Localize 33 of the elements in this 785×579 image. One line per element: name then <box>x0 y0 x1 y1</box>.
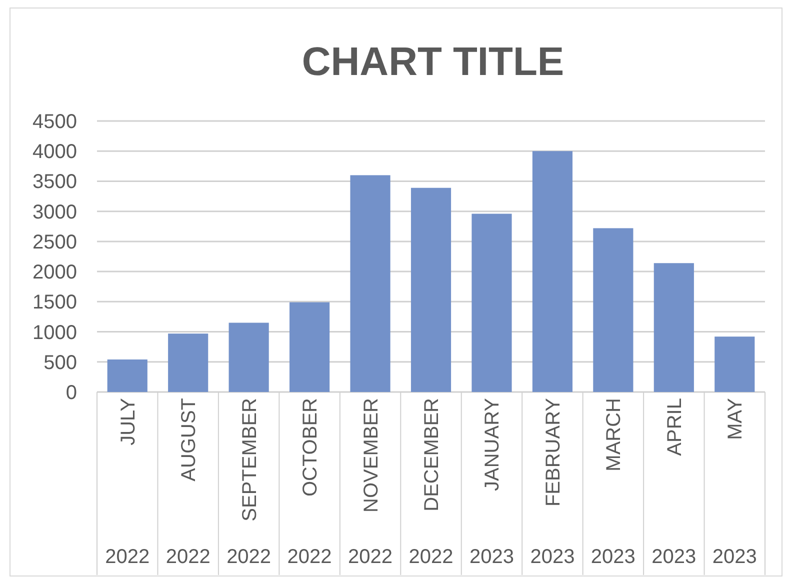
chart-title: CHART TITLE <box>302 40 564 84</box>
y-tick-label: 1500 <box>32 292 77 314</box>
category-label: SEPTEMBER 2022 <box>226 398 272 568</box>
bar <box>290 302 330 392</box>
bar <box>654 263 694 392</box>
y-tick-label: 4000 <box>32 141 77 164</box>
bar <box>714 336 755 392</box>
bar <box>107 359 148 392</box>
category-label: APRIL 2023 <box>652 398 696 568</box>
bar <box>168 334 208 392</box>
y-tick-label: 2500 <box>32 231 77 254</box>
y-tick-label: 0 <box>66 382 77 404</box>
category-label: DECEMBER 2022 <box>408 398 454 568</box>
y-tick-label: 4500 <box>32 111 77 133</box>
y-tick-label: 1000 <box>32 322 77 344</box>
category-label: JULY 2022 <box>105 398 150 568</box>
category-label: OCTOBER 2022 <box>287 398 332 568</box>
bar <box>410 188 452 392</box>
bar <box>350 175 390 392</box>
y-tick-label: 500 <box>44 352 77 374</box>
category-label: NOVEMBER 2022 <box>348 398 393 568</box>
bar <box>228 322 269 392</box>
category-label: MAY 2023 <box>712 398 757 568</box>
y-tick-label: 3000 <box>32 201 77 224</box>
bar <box>472 214 512 392</box>
y-tick-label: 3500 <box>32 171 77 194</box>
y-tick-label: 2000 <box>32 262 77 284</box>
category-label: FEBRUARY 2023 <box>530 398 575 568</box>
bar <box>532 151 572 392</box>
category-label: MARCH 2023 <box>590 398 636 568</box>
category-label: AUGUST 2022 <box>166 398 210 568</box>
category-label: JANUARY 2023 <box>469 398 514 568</box>
bar <box>593 228 634 392</box>
